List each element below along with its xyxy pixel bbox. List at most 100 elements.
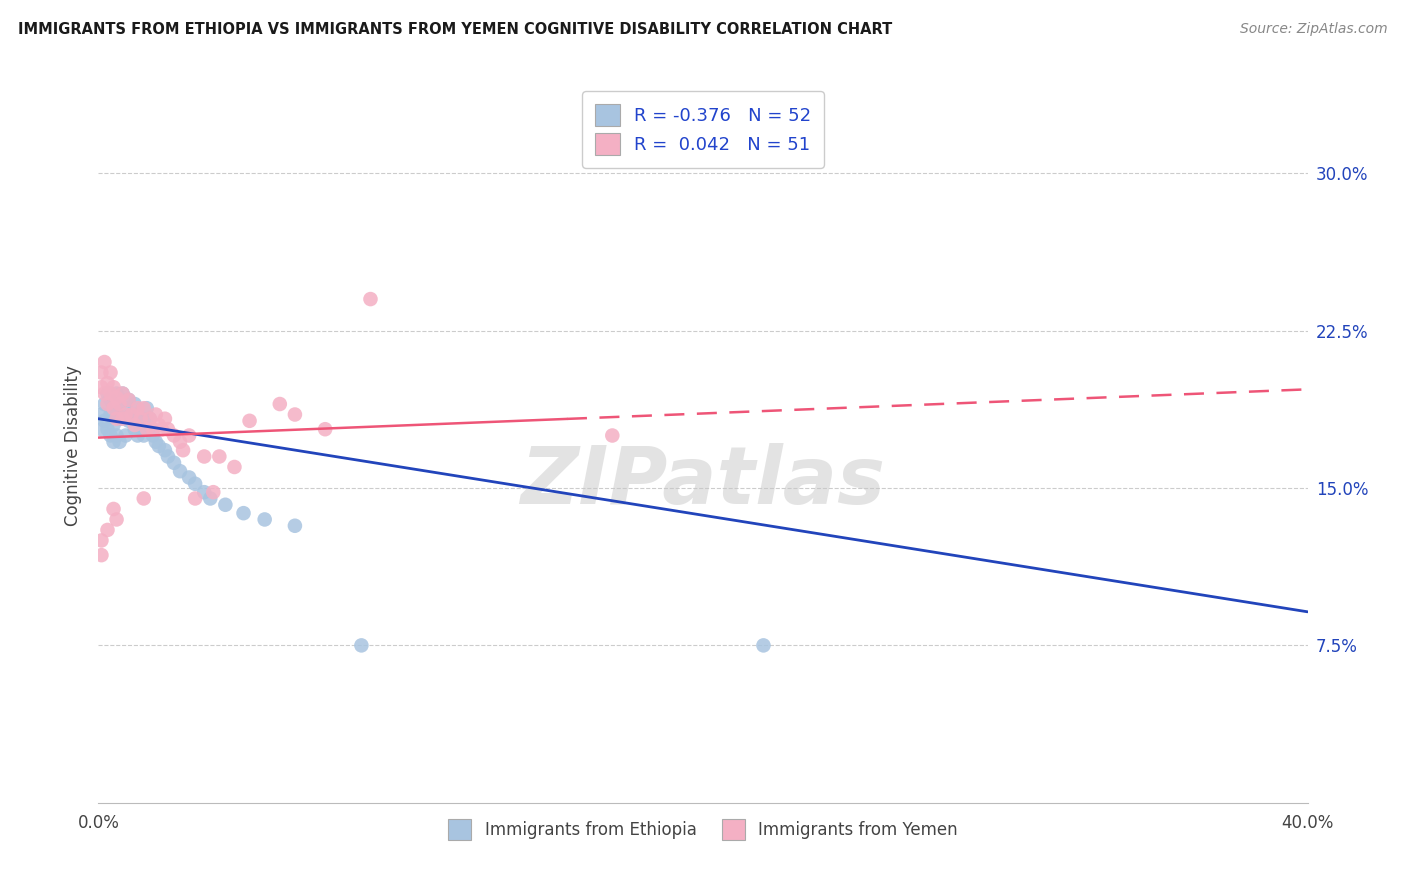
Point <box>114 401 136 416</box>
Point <box>114 408 136 422</box>
Point <box>124 397 146 411</box>
Point <box>105 411 128 425</box>
Point <box>124 422 146 436</box>
Point <box>153 411 176 425</box>
Point <box>129 422 152 436</box>
Point <box>90 380 112 394</box>
Point <box>269 397 291 411</box>
Point <box>169 464 191 478</box>
Point <box>148 439 170 453</box>
Point <box>169 434 191 449</box>
Point <box>105 512 128 526</box>
Point <box>127 401 149 416</box>
Point <box>200 491 222 506</box>
Point <box>184 476 207 491</box>
Legend: Immigrants from Ethiopia, Immigrants from Yemen: Immigrants from Ethiopia, Immigrants fro… <box>440 811 966 848</box>
Point <box>96 386 118 401</box>
Point <box>179 428 201 442</box>
Point <box>163 428 186 442</box>
Point <box>93 414 115 428</box>
Point <box>108 397 131 411</box>
Point <box>118 392 141 407</box>
Point <box>93 397 115 411</box>
Point <box>121 408 143 422</box>
Point <box>111 411 134 425</box>
Point <box>139 411 162 425</box>
Point <box>156 450 179 464</box>
Point <box>163 456 186 470</box>
Point <box>142 428 165 442</box>
Point <box>135 422 157 436</box>
Point <box>105 386 128 401</box>
Point <box>90 533 112 548</box>
Point <box>132 491 155 506</box>
Point <box>100 386 122 401</box>
Point <box>96 422 118 436</box>
Point <box>232 506 254 520</box>
Text: IMMIGRANTS FROM ETHIOPIA VS IMMIGRANTS FROM YEMEN COGNITIVE DISABILITY CORRELATI: IMMIGRANTS FROM ETHIOPIA VS IMMIGRANTS F… <box>18 22 893 37</box>
Point <box>103 401 125 416</box>
Point <box>103 434 125 449</box>
Point <box>90 422 112 436</box>
Point <box>100 408 122 422</box>
Point <box>179 470 201 484</box>
Point <box>111 386 134 401</box>
Point <box>139 411 162 425</box>
Point <box>124 417 146 432</box>
Point <box>100 366 122 380</box>
Point <box>153 443 176 458</box>
Point <box>100 428 122 442</box>
Point <box>172 443 194 458</box>
Point <box>103 401 125 416</box>
Point <box>208 450 231 464</box>
Point <box>108 411 131 425</box>
Point <box>121 408 143 422</box>
Text: Source: ZipAtlas.com: Source: ZipAtlas.com <box>1240 22 1388 37</box>
Point <box>118 414 141 428</box>
Point <box>142 422 165 436</box>
Point <box>239 414 262 428</box>
Point <box>100 392 122 407</box>
Point <box>314 422 336 436</box>
Point <box>253 512 276 526</box>
Point <box>156 422 179 436</box>
Point <box>284 518 307 533</box>
Y-axis label: Cognitive Disability: Cognitive Disability <box>63 366 82 526</box>
Point <box>96 523 118 537</box>
Point <box>193 485 215 500</box>
Point <box>350 639 373 653</box>
Point <box>108 397 131 411</box>
Point <box>360 292 382 306</box>
Point <box>202 485 225 500</box>
Text: ZIPatlas: ZIPatlas <box>520 442 886 521</box>
Point <box>224 460 246 475</box>
Point <box>602 428 624 442</box>
Point <box>93 355 115 369</box>
Point <box>132 428 155 442</box>
Point <box>145 434 167 449</box>
Point <box>105 428 128 442</box>
Point <box>752 639 775 653</box>
Point <box>132 401 155 416</box>
Point <box>184 491 207 506</box>
Point <box>118 392 141 407</box>
Point <box>96 397 118 411</box>
Point <box>103 417 125 432</box>
Point <box>90 408 112 422</box>
Point <box>90 366 112 380</box>
Point <box>127 408 149 422</box>
Point <box>105 391 128 405</box>
Point <box>135 422 157 436</box>
Point <box>129 411 152 425</box>
Point <box>111 386 134 401</box>
Point <box>127 428 149 442</box>
Point <box>111 411 134 425</box>
Point <box>93 386 115 401</box>
Point <box>284 408 307 422</box>
Point <box>145 408 167 422</box>
Point <box>148 417 170 432</box>
Point <box>96 376 118 390</box>
Point <box>150 422 173 436</box>
Point <box>132 414 155 428</box>
Point <box>105 408 128 422</box>
